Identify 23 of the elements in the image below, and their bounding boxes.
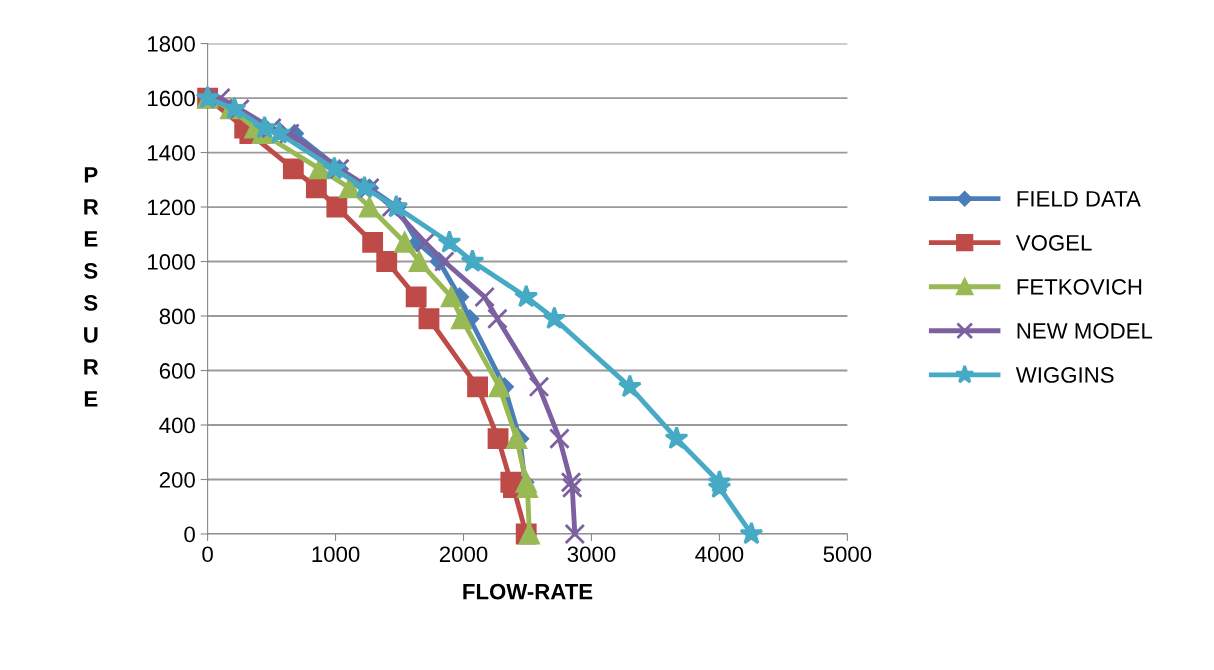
y-tick-label: 200 bbox=[159, 472, 195, 488]
y-axis-title: PRESSURE bbox=[84, 167, 99, 407]
legend-label: VOGEL bbox=[1015, 234, 1092, 251]
x-tick-label: 1000 bbox=[312, 546, 360, 563]
y-tick-label: 1400 bbox=[148, 145, 195, 161]
x-axis-title: FLOW-RATE bbox=[463, 583, 593, 600]
x-tick-label: 0 bbox=[202, 546, 213, 563]
y-tick-label: 1600 bbox=[148, 90, 195, 107]
legend-label: WIGGINS bbox=[1015, 367, 1114, 383]
y-tick-label: 600 bbox=[159, 363, 195, 379]
y-tick-label: 1800 bbox=[148, 36, 195, 52]
x-tick-label: 4000 bbox=[695, 546, 744, 563]
x-tick-label: 3000 bbox=[567, 546, 616, 563]
legend-label: NEW MODEL bbox=[1017, 323, 1153, 339]
legend-label: FETKOVICH bbox=[1017, 279, 1142, 295]
x-tick-label: 5000 bbox=[823, 546, 872, 563]
y-tick-label: 400 bbox=[159, 417, 195, 434]
y-tick-label: 0 bbox=[184, 526, 195, 543]
y-tick-label: 1000 bbox=[148, 254, 195, 270]
y-tick-label: 1200 bbox=[148, 199, 195, 216]
x-tick-label: 2000 bbox=[439, 546, 488, 563]
legend-label: FIELD DATA bbox=[1017, 191, 1141, 207]
y-tick-label: 800 bbox=[159, 308, 195, 325]
